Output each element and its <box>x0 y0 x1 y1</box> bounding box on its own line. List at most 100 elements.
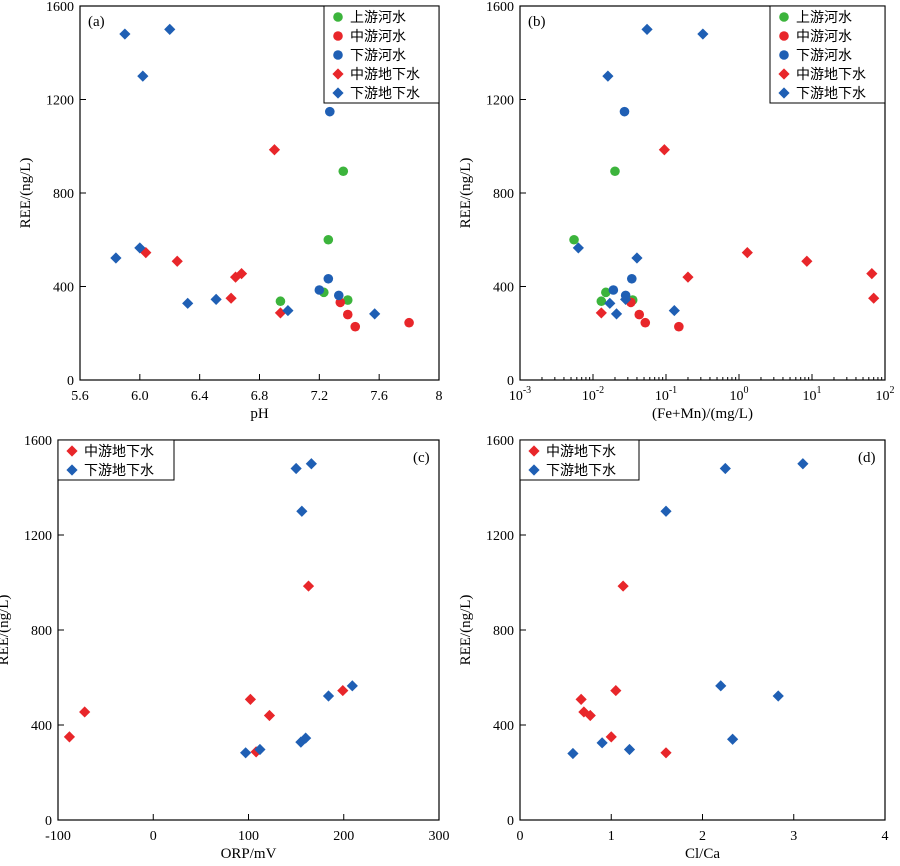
data-point <box>682 271 694 283</box>
legend-marker-upstream_river <box>779 12 789 22</box>
legend-label-middle_groundwater: 中游地下水 <box>546 444 616 460</box>
panel-tag: (c) <box>413 450 430 466</box>
y-tick-label: 1600 <box>486 434 514 449</box>
y-tick-label: 0 <box>45 814 52 829</box>
data-point <box>250 746 262 758</box>
x-tick-label: 10-1 <box>655 385 677 404</box>
y-tick-label: 800 <box>493 187 514 202</box>
legend-label-middle_groundwater: 中游地下水 <box>796 67 866 83</box>
data-point <box>868 292 880 304</box>
legend-label-upstream_river: 上游河水 <box>350 10 406 26</box>
y-tick-label: 1600 <box>24 434 52 449</box>
data-point <box>658 144 670 156</box>
data-point <box>866 268 878 280</box>
legend-marker-middle_river <box>333 31 343 41</box>
data-point <box>350 321 361 332</box>
data-point <box>631 252 643 264</box>
data-point <box>369 308 381 320</box>
data-point <box>333 290 344 301</box>
data-point <box>575 693 587 705</box>
data-point <box>660 505 672 517</box>
x-tick-label: 6.4 <box>191 389 209 404</box>
series-lower_river <box>314 106 344 301</box>
legend-marker-lower_groundwater <box>528 464 540 476</box>
y-tick-label: 1200 <box>486 94 514 109</box>
data-point <box>640 317 651 328</box>
y-tick-label: 400 <box>493 281 514 296</box>
data-point <box>119 28 131 40</box>
data-point <box>619 106 630 117</box>
panel-tag: (b) <box>528 14 546 30</box>
x-tick-label: 0 <box>517 829 524 844</box>
data-point <box>302 580 315 592</box>
legend-marker-middle_river <box>779 31 789 41</box>
data-point <box>322 690 335 702</box>
x-tick-label: 300 <box>429 829 450 844</box>
legend-label-lower_river: 下游河水 <box>796 48 852 64</box>
y-tick-label: 800 <box>31 624 52 639</box>
legend-marker-upstream_river <box>333 12 343 22</box>
data-point <box>697 28 709 40</box>
legend-label-middle_river: 中游河水 <box>796 29 852 45</box>
x-tick-label: 6.0 <box>131 389 149 404</box>
legend-marker-lower_groundwater <box>332 87 344 99</box>
data-point <box>137 70 149 82</box>
data-point <box>268 144 281 156</box>
data-point <box>617 580 629 592</box>
legend-label-upstream_river: 上游河水 <box>796 10 852 26</box>
x-axis-title: (Fe+Mn)/(mg/L) <box>652 406 753 422</box>
x-axis-title: pH <box>250 406 269 422</box>
y-tick-label: 800 <box>493 624 514 639</box>
series-upstream_river <box>275 166 353 307</box>
data-point <box>63 731 76 743</box>
panel-tag: (a) <box>88 14 105 30</box>
panel-tag: (d) <box>858 450 876 466</box>
data-point <box>623 743 636 756</box>
series-middle_groundwater <box>140 144 287 319</box>
y-tick-label: 400 <box>493 719 514 734</box>
x-tick-label: 3 <box>790 829 797 844</box>
data-point <box>275 296 286 307</box>
plot-frame <box>519 439 886 821</box>
data-point <box>325 106 335 117</box>
y-tick-label: 0 <box>67 374 74 389</box>
legend-marker-lower_river <box>333 50 343 60</box>
x-tick-label: 6.8 <box>251 389 269 404</box>
legend-marker-lower_river <box>779 50 789 60</box>
legend-box <box>323 5 440 104</box>
legend-label-lower_groundwater: 下游地下水 <box>350 86 420 102</box>
data-point <box>182 297 194 309</box>
data-point <box>626 273 637 284</box>
data-point <box>225 292 237 304</box>
data-point <box>296 505 308 517</box>
data-point <box>300 732 312 744</box>
x-tick-label: 0 <box>150 829 157 844</box>
legend-label-lower_groundwater: 下游地下水 <box>796 86 866 102</box>
legend-label-lower_river: 下游河水 <box>350 48 406 64</box>
data-point <box>282 304 294 317</box>
series-upstream_river <box>569 166 638 307</box>
x-tick-label: -100 <box>45 829 71 844</box>
series-lower_groundwater <box>567 458 809 760</box>
data-point <box>596 296 607 307</box>
x-tick-label: 100 <box>238 829 259 844</box>
data-point <box>610 308 623 320</box>
data-point <box>610 166 620 177</box>
data-point <box>244 693 257 705</box>
data-point <box>569 234 579 245</box>
data-point <box>263 709 276 722</box>
legend-label-lower_groundwater: 下游地下水 <box>546 463 616 479</box>
data-point <box>668 304 680 317</box>
legend-box <box>57 439 175 481</box>
series-lower_groundwater <box>110 23 381 320</box>
data-point <box>604 297 616 309</box>
data-point <box>210 293 222 305</box>
data-point <box>572 242 584 254</box>
data-point <box>79 706 91 718</box>
x-tick-label: 200 <box>333 829 354 844</box>
data-point <box>641 23 653 35</box>
data-point <box>715 680 727 692</box>
data-point <box>608 285 619 295</box>
